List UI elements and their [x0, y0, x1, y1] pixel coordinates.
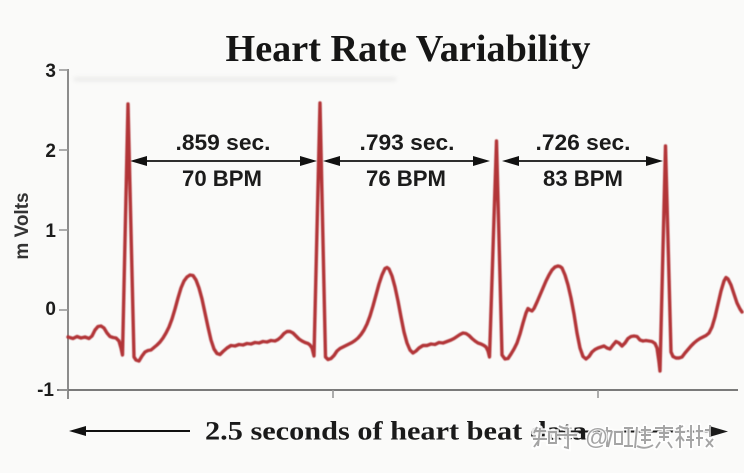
- svg-text:0: 0: [45, 299, 56, 320]
- svg-text:2: 2: [45, 141, 56, 162]
- svg-text:.793 sec.: .793 sec.: [360, 130, 455, 155]
- svg-text:3: 3: [45, 61, 56, 82]
- svg-text:Heart Rate Variability: Heart Rate Variability: [226, 28, 591, 70]
- svg-text:@: @: [585, 424, 608, 450]
- svg-text:.726 sec.: .726 sec.: [536, 130, 631, 155]
- svg-text:-1: -1: [37, 380, 54, 401]
- svg-text:.859 sec.: .859 sec.: [176, 130, 271, 155]
- svg-text:@: @: [585, 424, 608, 450]
- svg-text:83 BPM: 83 BPM: [543, 166, 623, 191]
- svg-text:m Volts: m Volts: [12, 192, 33, 259]
- svg-text:70 BPM: 70 BPM: [182, 166, 262, 191]
- svg-text:2.5 seconds of heart beat data: 2.5 seconds of heart beat data: [205, 417, 587, 446]
- svg-text:76 BPM: 76 BPM: [366, 166, 446, 191]
- svg-text:1: 1: [45, 221, 56, 242]
